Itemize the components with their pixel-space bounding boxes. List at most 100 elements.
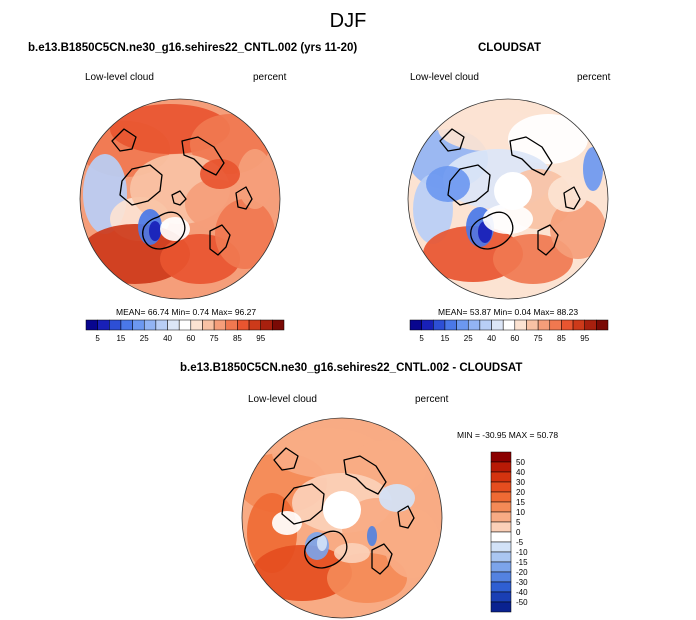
colorbar-3-swatch	[490, 591, 512, 603]
colorbar-3-swatch	[490, 581, 512, 593]
map-3-contour-patch	[367, 526, 377, 546]
colorbar-2-swatch	[467, 319, 481, 331]
colorbar-3-swatch	[490, 501, 512, 513]
map-2-contour-patch	[508, 114, 588, 164]
colorbar-1-swatch	[213, 319, 227, 331]
panel3-title: b.e13.B1850C5CN.ne30_g16.sehires22_CNTL.…	[180, 362, 523, 374]
colorbar-3-swatch	[490, 451, 512, 463]
figure-title: DJF	[329, 10, 367, 32]
colorbar-3-tick-label: -40	[516, 588, 528, 597]
colorbar-1-swatch	[202, 319, 215, 331]
map-3-polar-gap	[323, 491, 361, 529]
colorbar-3-tick-label: 30	[516, 478, 525, 487]
colorbar-3-swatch	[490, 551, 512, 563]
map-3-coastline	[371, 543, 393, 575]
map-1-contour-patch	[237, 149, 273, 209]
colorbar-3-tick-label: -15	[516, 558, 528, 567]
panel2-left-label: Low-level cloud	[410, 72, 479, 83]
map-1-contour-patch	[200, 159, 240, 189]
colorbar-3-tick-label: 0	[516, 528, 521, 537]
colorbar-3-tick-label: -5	[516, 538, 524, 547]
colorbar-1-tick-label: 40	[163, 334, 172, 343]
colorbar-2-swatch	[537, 319, 551, 331]
colorbar-1-swatch	[248, 319, 261, 331]
colorbar-1-swatch	[225, 319, 238, 331]
map-3-coastline	[343, 455, 387, 495]
colorbar-3-swatch	[490, 571, 512, 583]
map-1-coastline	[181, 136, 225, 176]
colorbar-3-tick-label: -10	[516, 548, 528, 557]
panel2-right-label: percent	[577, 72, 611, 83]
colorbar-2-tick-label: 95	[580, 334, 589, 343]
colorbar-1-tick-label: 25	[140, 334, 149, 343]
colorbar-3-tick-label: 10	[516, 508, 525, 517]
colorbar-1-swatch	[237, 319, 250, 331]
map-1-coastline	[119, 164, 163, 206]
colorbar-1-swatch	[109, 319, 122, 331]
colorbar-1-swatch	[85, 319, 98, 331]
colorbar-2-swatch	[421, 319, 434, 331]
colorbar-2-swatch	[409, 319, 422, 331]
map-2-outline	[407, 98, 609, 300]
map-3-contour-patch	[327, 553, 407, 603]
colorbar-1-swatch	[155, 319, 168, 331]
colorbar-2-tick-label: 5	[419, 334, 424, 343]
colorbar-1-swatch	[143, 319, 157, 331]
map-3-contour-patch	[272, 511, 302, 535]
map-3-coastline	[273, 447, 299, 471]
colorbar-1-swatch	[260, 319, 273, 331]
colorbar-1-swatch	[97, 319, 110, 331]
map-3-outline	[241, 417, 443, 619]
colorbar-1-swatch	[132, 319, 145, 331]
map-1-outline	[79, 98, 281, 300]
colorbar-2-tick-label: 15	[440, 334, 449, 343]
colorbar-3-swatch	[490, 511, 512, 523]
colorbar-1-swatch	[120, 319, 133, 331]
map-3-coastline	[397, 505, 415, 529]
colorbar-1-swatch	[167, 319, 180, 331]
map-2-field	[408, 99, 608, 299]
panel3-left-label: Low-level cloud	[248, 394, 317, 405]
colorbar-3-tick-label: 5	[516, 518, 521, 527]
colorbar-2-swatch	[561, 319, 574, 331]
colorbar-3-swatch	[490, 491, 512, 503]
colorbar-2-swatch	[433, 319, 446, 331]
colorbar-2-swatch	[549, 319, 562, 331]
colorbar-1-tick-label: 75	[210, 334, 219, 343]
panel1-title: b.e13.B1850C5CN.ne30_g16.sehires22_CNTL.…	[28, 42, 358, 54]
map-2-coastline	[447, 164, 491, 206]
map-2-contour-patch	[493, 234, 573, 284]
map-3-contour-patch	[252, 545, 352, 601]
colorbar-2-swatch	[526, 319, 539, 331]
map-2-coastline	[439, 128, 465, 152]
colorbar-2-swatch	[479, 319, 492, 331]
map-1-field	[80, 99, 280, 299]
map-3-field	[242, 418, 442, 618]
map-1-contour-patch	[215, 199, 275, 269]
colorbar-1-tick-label: 85	[233, 334, 242, 343]
map-1-contour-patch	[160, 217, 190, 241]
colorbar-2-tick-label: 60	[510, 334, 519, 343]
map-2-coastline	[537, 224, 559, 256]
colorbar-1-tick-label: 95	[256, 334, 265, 343]
colorbar-2-swatch	[456, 319, 469, 331]
panel1-stats: MEAN= 66.74 Min= 0.74 Max= 96.27	[116, 307, 257, 317]
colorbar-1-swatch	[272, 319, 285, 331]
colorbar-2-swatch	[514, 319, 527, 331]
colorbar-2-tick-label: 40	[487, 334, 496, 343]
map-1-contour-patch	[149, 221, 161, 241]
map-2-coastline	[563, 186, 581, 210]
colorbar-2-swatch	[444, 319, 457, 331]
colorbar-2-swatch	[572, 319, 585, 331]
colorbar-3-swatch	[490, 561, 512, 573]
map-3-coastline	[281, 483, 325, 525]
colorbar-3-tick-label: -50	[516, 598, 528, 607]
map-2-contour-patch	[548, 176, 588, 212]
colorbar-3-swatch	[490, 601, 512, 613]
colorbar-1-swatch	[178, 319, 192, 331]
colorbar-3-tick-label: 40	[516, 468, 525, 477]
map-1-coastline	[111, 128, 137, 152]
map-3-contour-patch	[317, 535, 327, 551]
colorbar-3-tick-label: 20	[516, 488, 525, 497]
